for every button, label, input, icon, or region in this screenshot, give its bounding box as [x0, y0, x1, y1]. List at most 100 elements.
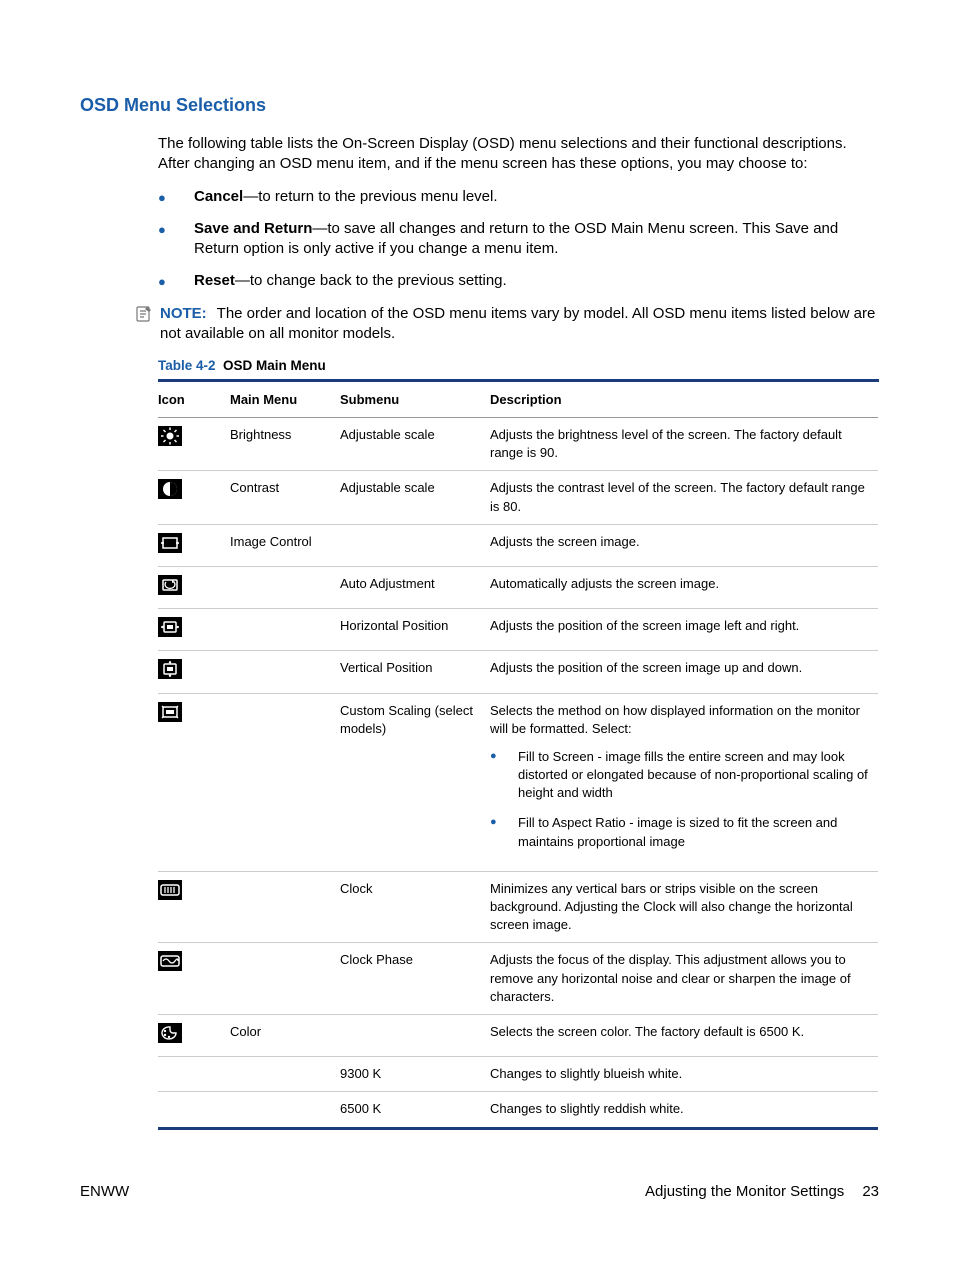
cell-submenu: Clock Phase: [340, 943, 490, 1015]
cell-icon: [158, 1057, 230, 1092]
table-row: ClockMinimizes any vertical bars or stri…: [158, 871, 878, 943]
cell-submenu: Custom Scaling (select models): [340, 693, 490, 871]
cell-description: Adjusts the focus of the display. This a…: [490, 943, 878, 1015]
cell-main-menu: Color: [230, 1014, 340, 1056]
cell-submenu: Horizontal Position: [340, 609, 490, 651]
table-caption: Table 4-2 OSD Main Menu: [158, 358, 879, 382]
cell-main-menu: [230, 693, 340, 871]
table-caption-label: Table 4-2: [158, 358, 216, 373]
cell-icon: [158, 693, 230, 871]
cell-description: Selects the screen color. The factory de…: [490, 1014, 878, 1056]
cell-submenu: 9300 K: [340, 1057, 490, 1092]
contrast-icon: [158, 479, 182, 499]
table-row: Horizontal PositionAdjusts the position …: [158, 609, 878, 651]
cell-main-menu: [230, 1092, 340, 1128]
cell-submenu: 6500 K: [340, 1092, 490, 1128]
cell-main-menu: Brightness: [230, 418, 340, 471]
cell-icon: [158, 524, 230, 566]
cell-icon: [158, 471, 230, 524]
cell-submenu: Adjustable scale: [340, 418, 490, 471]
cell-submenu: Vertical Position: [340, 651, 490, 693]
cell-description: Changes to slightly reddish white.: [490, 1092, 878, 1128]
h-position-icon: [158, 617, 182, 637]
cell-icon: [158, 651, 230, 693]
cell-submenu: [340, 524, 490, 566]
table-row: BrightnessAdjustable scaleAdjusts the br…: [158, 418, 878, 471]
table-row: Custom Scaling (select models)Selects th…: [158, 693, 878, 871]
section-heading: OSD Menu Selections: [80, 95, 879, 116]
description-sublist-item: Fill to Aspect Ratio - image is sized to…: [490, 814, 870, 850]
option-text: —to change back to the previous setting.: [235, 272, 507, 289]
col-icon: Icon: [158, 382, 230, 418]
table-caption-title: OSD Main Menu: [223, 358, 326, 373]
note-label: NOTE:: [160, 305, 207, 322]
option-text: —to return to the previous menu level.: [243, 188, 497, 205]
description-sublist: Fill to Screen - image fills the entire …: [490, 748, 870, 851]
cell-description: Adjusts the position of the screen image…: [490, 609, 878, 651]
options-list: Cancel—to return to the previous menu le…: [158, 187, 879, 292]
cell-icon: [158, 1014, 230, 1056]
cell-main-menu: Contrast: [230, 471, 340, 524]
cell-icon: [158, 1092, 230, 1128]
cell-icon: [158, 418, 230, 471]
option-cancel: Cancel—to return to the previous menu le…: [158, 187, 879, 207]
col-sub: Submenu: [340, 382, 490, 418]
note-content: NOTE:The order and location of the OSD m…: [160, 304, 879, 345]
table-row: ContrastAdjustable scaleAdjusts the cont…: [158, 471, 878, 524]
cell-description: Adjusts the screen image.: [490, 524, 878, 566]
table-row: Vertical PositionAdjusts the position of…: [158, 651, 878, 693]
image-control-icon: [158, 533, 182, 553]
cell-submenu: [340, 1014, 490, 1056]
cell-main-menu: Image Control: [230, 524, 340, 566]
cell-icon: [158, 943, 230, 1015]
option-save-return: Save and Return—to save all changes and …: [158, 219, 879, 260]
page-footer: ENWW Adjusting the Monitor Settings23: [80, 1183, 879, 1200]
clock-icon: [158, 880, 182, 900]
cell-submenu: Clock: [340, 871, 490, 943]
option-label: Save and Return: [194, 220, 312, 237]
cell-main-menu: [230, 871, 340, 943]
description-sublist-item: Fill to Screen - image fills the entire …: [490, 748, 870, 803]
table-header-row: Icon Main Menu Submenu Description: [158, 382, 878, 418]
table-row: Color Selects the screen color. The facto…: [158, 1014, 878, 1056]
footer-left: ENWW: [80, 1183, 129, 1200]
cell-main-menu: [230, 566, 340, 608]
table-row: Image Control Adjusts the screen image.: [158, 524, 878, 566]
table-row: 6500 KChanges to slightly reddish white.: [158, 1092, 878, 1128]
cell-submenu: Adjustable scale: [340, 471, 490, 524]
cell-main-menu: [230, 609, 340, 651]
cell-main-menu: [230, 651, 340, 693]
cell-submenu: Auto Adjustment: [340, 566, 490, 608]
clock-phase-icon: [158, 951, 182, 971]
cell-icon: [158, 871, 230, 943]
cell-description: Changes to slightly blueish white.: [490, 1057, 878, 1092]
brightness-icon: [158, 426, 182, 446]
note-icon: [136, 306, 152, 322]
col-main: Main Menu: [230, 382, 340, 418]
color-icon: [158, 1023, 182, 1043]
osd-main-menu-table: Icon Main Menu Submenu Description Brigh…: [158, 382, 878, 1130]
cell-description: Automatically adjusts the screen image.: [490, 566, 878, 608]
table-row: 9300 KChanges to slightly blueish white.: [158, 1057, 878, 1092]
table-row: Auto AdjustmentAutomatically adjusts the…: [158, 566, 878, 608]
option-label: Reset: [194, 272, 235, 289]
option-reset: Reset—to change back to the previous set…: [158, 271, 879, 291]
cell-description: Adjusts the contrast level of the screen…: [490, 471, 878, 524]
cell-description: Adjusts the position of the screen image…: [490, 651, 878, 693]
auto-adjust-icon: [158, 575, 182, 595]
custom-scaling-icon: [158, 702, 182, 722]
v-position-icon: [158, 659, 182, 679]
footer-right: Adjusting the Monitor Settings23: [645, 1183, 879, 1200]
cell-icon: [158, 609, 230, 651]
cell-description: Minimizes any vertical bars or strips vi…: [490, 871, 878, 943]
note-text: The order and location of the OSD menu i…: [160, 305, 875, 342]
page-number: 23: [862, 1183, 879, 1200]
cell-icon: [158, 566, 230, 608]
cell-description: Selects the method on how displayed info…: [490, 693, 878, 871]
option-label: Cancel: [194, 188, 243, 205]
cell-main-menu: [230, 1057, 340, 1092]
table-row: Clock PhaseAdjusts the focus of the disp…: [158, 943, 878, 1015]
cell-description: Adjusts the brightness level of the scre…: [490, 418, 878, 471]
cell-main-menu: [230, 943, 340, 1015]
col-desc: Description: [490, 382, 878, 418]
